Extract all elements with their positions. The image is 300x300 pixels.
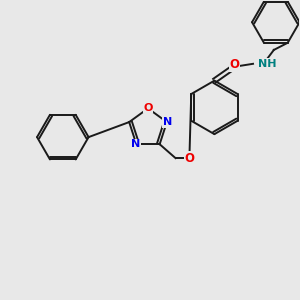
- Text: N: N: [131, 139, 140, 149]
- Text: NH: NH: [258, 59, 277, 69]
- Text: N: N: [163, 117, 172, 127]
- Text: O: O: [143, 103, 153, 113]
- Text: O: O: [184, 152, 194, 165]
- Text: O: O: [229, 58, 239, 71]
